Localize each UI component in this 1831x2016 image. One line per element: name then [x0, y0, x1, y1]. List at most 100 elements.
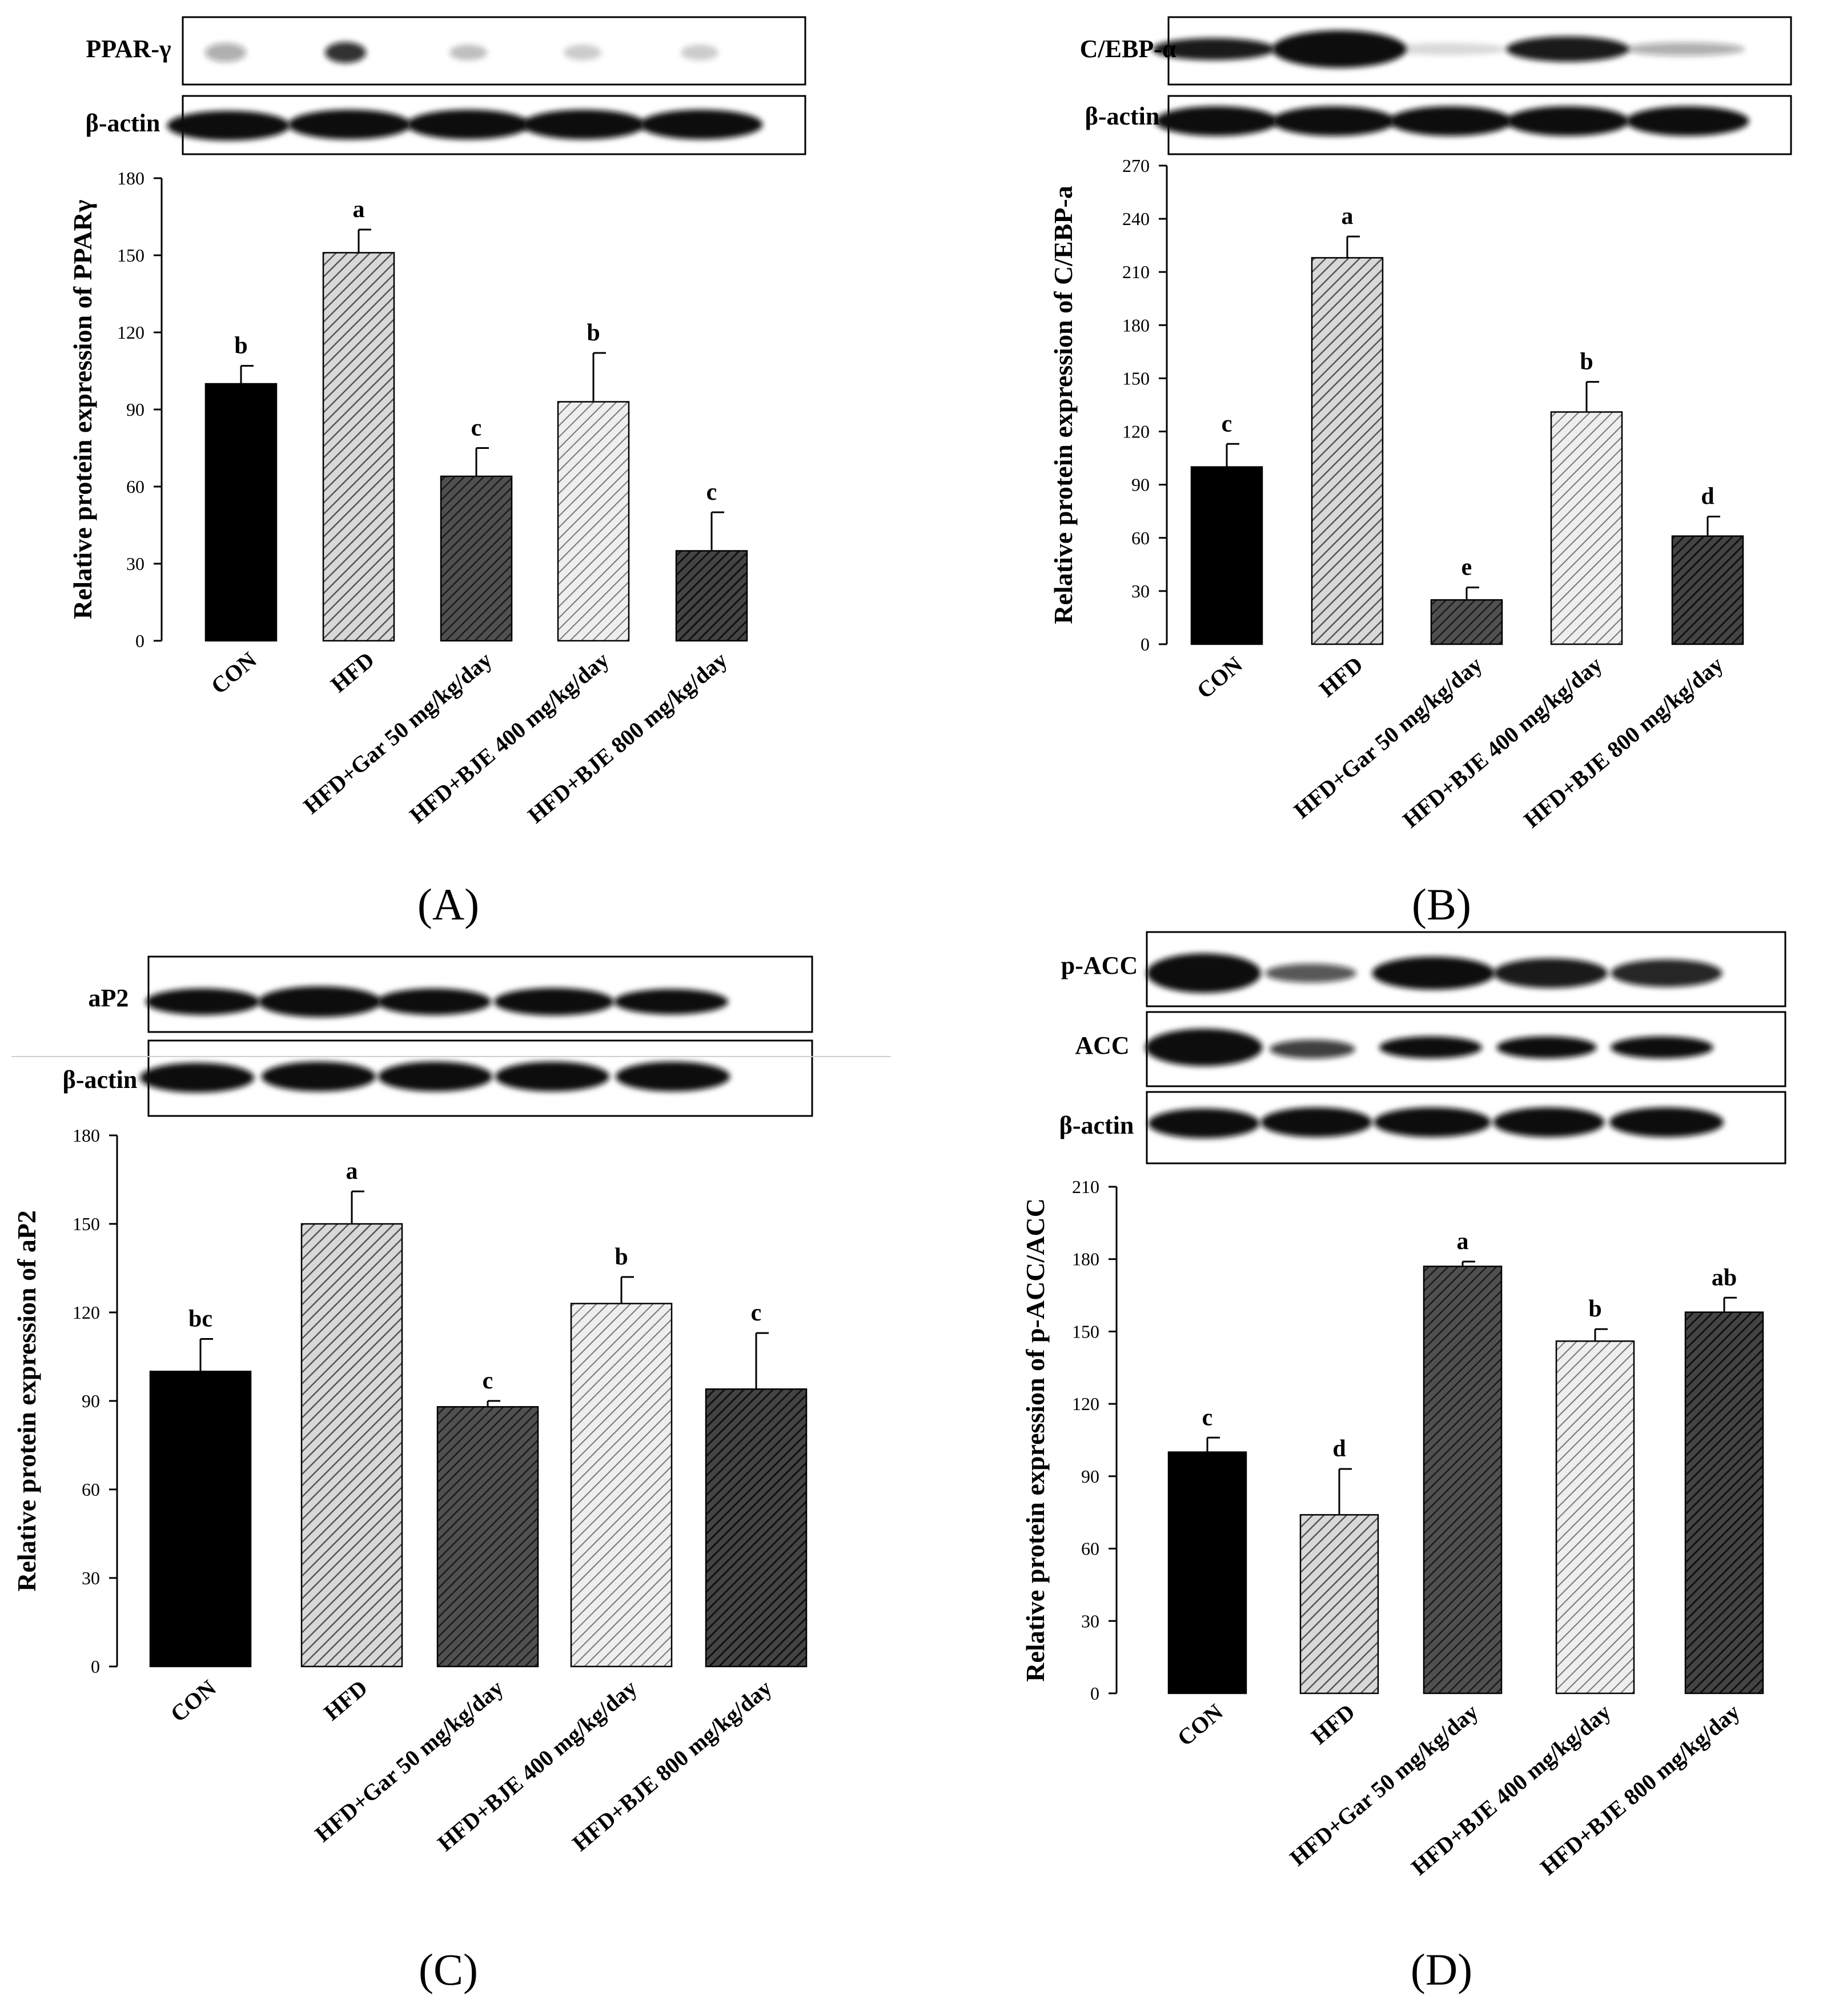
blot-band — [258, 986, 382, 1017]
significance-label: c — [471, 415, 482, 441]
y-tick-label: 60 — [1131, 528, 1150, 548]
y-tick-label: 150 — [117, 245, 144, 266]
category-label: HFD+BJE 400 mg/kg/day — [1398, 651, 1607, 833]
y-tick-label: 0 — [1141, 634, 1150, 654]
blot-band — [1272, 106, 1395, 136]
significance-label: a — [353, 196, 365, 223]
panel-a: PPAR-γ β-actin 0 30 60 90 120 150 180 Relative pr… — [68, 16, 806, 929]
y-tick-label: 120 — [1122, 421, 1150, 442]
bar — [570, 1303, 673, 1668]
significance-label: a — [1457, 1228, 1469, 1255]
y-tick-label: 150 — [1072, 1321, 1099, 1342]
blot-label: β-actin — [1085, 102, 1160, 130]
y-axis-title: Relative protein expression of aP2 — [12, 1210, 41, 1592]
y-tick-label: 0 — [91, 1656, 100, 1677]
blot-label: ACC — [1075, 1031, 1129, 1059]
blot-band — [495, 1061, 609, 1092]
blot-band — [325, 42, 366, 63]
panel-d: p-ACC ACC β-actin 0 30 60 90 120 150 180 210 Relati… — [1021, 931, 1786, 1994]
significance-label: c — [483, 1368, 493, 1394]
significance-label: bc — [188, 1306, 212, 1332]
y-tick-label: 60 — [82, 1479, 100, 1500]
y-axis-title: Relative protein expression of PPARγ — [68, 200, 97, 619]
blot-strip: C/EBP-α — [1080, 16, 1792, 86]
blot-band — [140, 1062, 254, 1093]
bar — [1311, 257, 1384, 645]
panel-label: (C) — [419, 1945, 478, 1994]
significance-label: b — [615, 1244, 628, 1270]
blot-band — [1145, 1029, 1263, 1066]
bar — [675, 550, 748, 642]
blot-band — [1152, 38, 1275, 61]
blot-band — [449, 45, 487, 61]
y-tick-label: 60 — [1081, 1539, 1099, 1559]
bar — [1684, 1311, 1764, 1694]
y-tick-label: 90 — [82, 1391, 100, 1411]
bar — [300, 1223, 403, 1668]
category-label: HFD+Gar 50 mg/kg/day — [1289, 651, 1487, 824]
significance-label: c — [1222, 411, 1232, 437]
blot-strip: p-ACC — [1061, 931, 1786, 1007]
blot-band — [681, 45, 718, 61]
category-label: CON — [1173, 1698, 1228, 1751]
significance-label: b — [1588, 1296, 1601, 1322]
blot-strip: ACC — [1075, 1011, 1786, 1087]
blot-band — [1609, 1107, 1724, 1138]
y-tick-label: 120 — [1072, 1393, 1099, 1414]
category-label: HFD+BJE 800 mg/kg/day — [1519, 651, 1728, 833]
blot-band — [146, 988, 260, 1015]
blot-band — [1506, 36, 1629, 62]
significance-label: d — [1701, 484, 1714, 510]
y-tick-label: 60 — [126, 476, 144, 497]
category-label: HFD — [326, 646, 379, 697]
category-label: HFD+BJE 400 mg/kg/day — [404, 646, 613, 828]
y-tick-label: 270 — [1122, 155, 1150, 176]
blot-band — [407, 109, 530, 140]
blot-band — [614, 989, 728, 1015]
blot-band — [1493, 958, 1608, 989]
y-tick-label: 180 — [1122, 315, 1150, 335]
bar — [1299, 1514, 1379, 1694]
bar — [1430, 599, 1503, 645]
y-tick-label: 150 — [1122, 368, 1150, 388]
blot-band — [288, 109, 411, 140]
y-tick-label: 210 — [1072, 1176, 1099, 1197]
blot-band — [262, 1061, 376, 1092]
blot-band — [1611, 959, 1722, 987]
blot-band — [1374, 1107, 1491, 1138]
bar — [1550, 411, 1623, 645]
y-axis-title: Relative protein expression of p-ACC/ACC — [1021, 1198, 1050, 1682]
category-label: HFD — [1306, 1698, 1360, 1749]
blot-strip: aP2 — [89, 955, 813, 1033]
blot-band — [1388, 43, 1508, 55]
significance-label: b — [1580, 349, 1593, 375]
blot-band — [205, 43, 246, 62]
blot-label: β-actin — [86, 109, 160, 137]
blot-label: C/EBP-α — [1080, 35, 1177, 63]
blot-band — [1272, 30, 1407, 68]
bar — [436, 1406, 539, 1668]
category-label: CON — [166, 1674, 221, 1727]
blot-strip: β-actin — [63, 1039, 813, 1117]
significance-label: a — [346, 1158, 358, 1184]
blot-strip: β-actin — [1085, 95, 1792, 155]
category-label: HFD+Gar 50 mg/kg/day — [299, 646, 497, 819]
bar — [440, 475, 513, 642]
blot-band — [1496, 1036, 1597, 1059]
blot-label: PPAR-γ — [86, 35, 171, 63]
blot-band — [378, 1061, 492, 1092]
y-tick-label: 180 — [1072, 1249, 1099, 1270]
significance-label: c — [1202, 1404, 1213, 1431]
panel-b: C/EBP-α β-actin 0 30 60 90 120 150 180 210 240 270 R… — [1049, 16, 1792, 929]
category-label: CON — [206, 646, 262, 699]
bar — [322, 252, 395, 642]
panel-label: (D) — [1411, 1945, 1472, 1994]
y-tick-label: 150 — [73, 1214, 100, 1234]
bar — [1671, 535, 1744, 645]
blot-band — [1155, 106, 1278, 136]
blot-label: aP2 — [89, 984, 129, 1012]
blot-band — [1265, 963, 1356, 983]
y-tick-label: 120 — [73, 1302, 100, 1323]
blot-band — [1493, 1107, 1605, 1138]
significance-label: c — [706, 479, 717, 505]
